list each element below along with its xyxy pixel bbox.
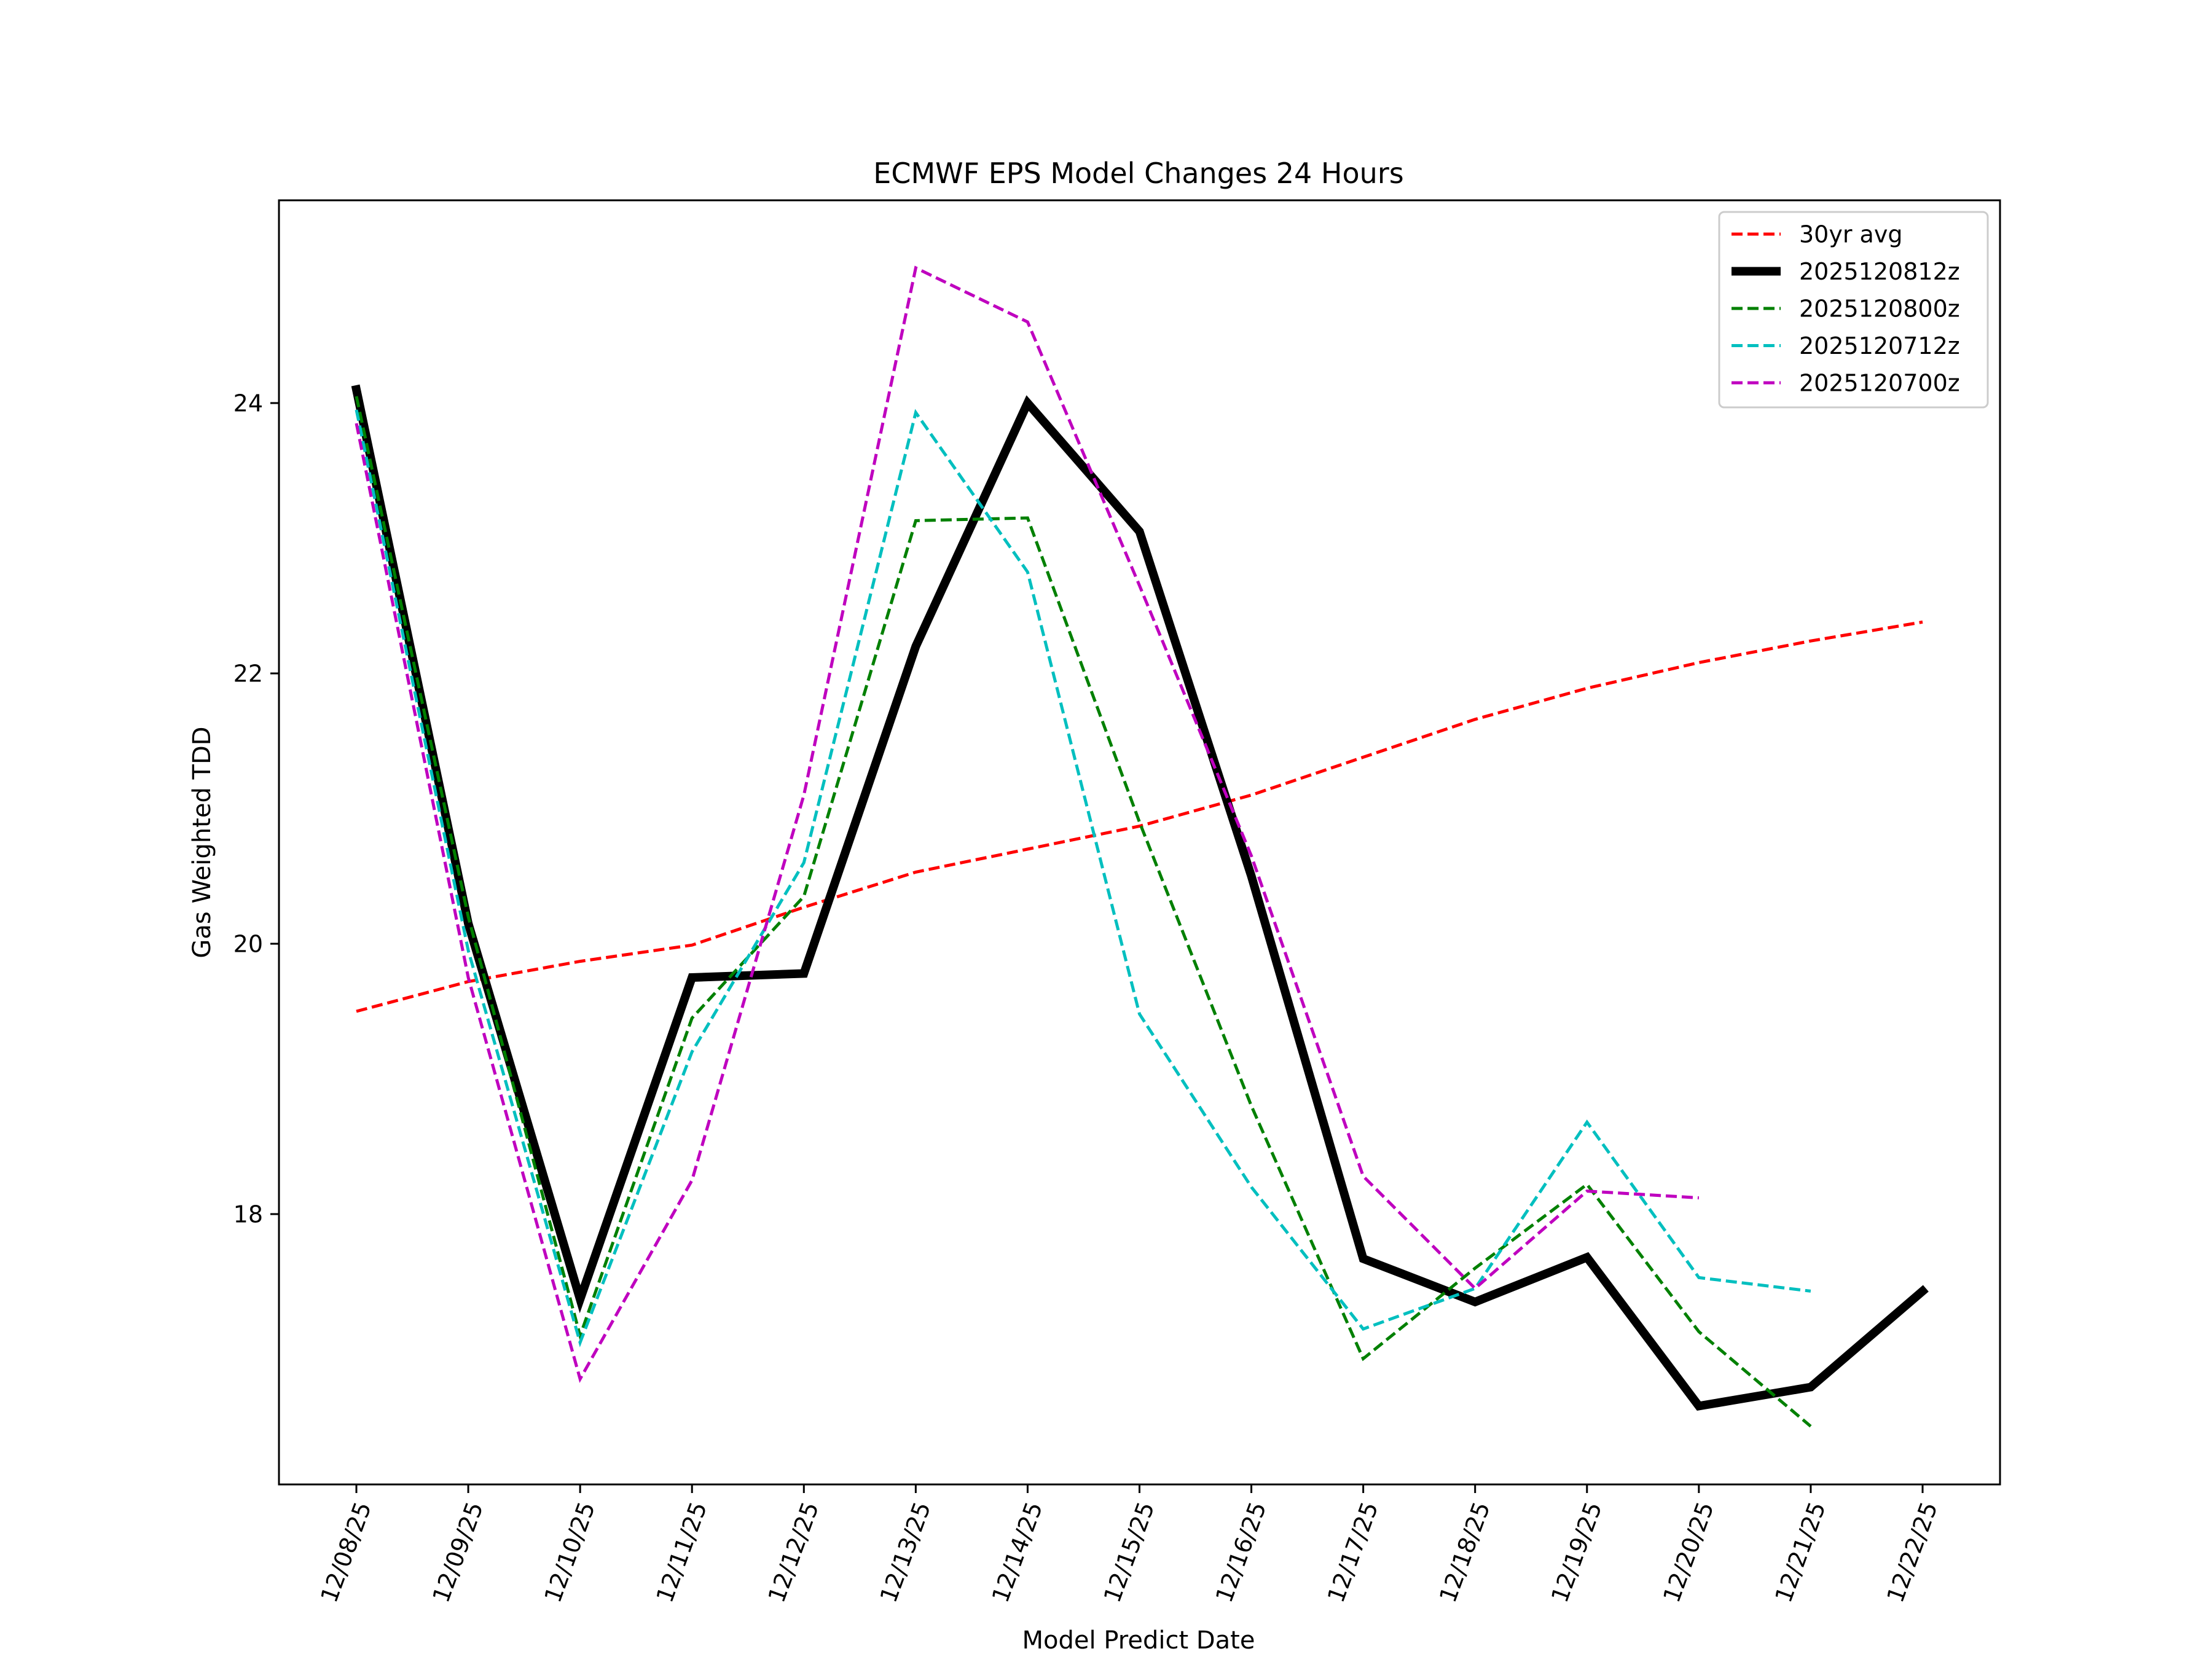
legend-box bbox=[1718, 211, 1989, 409]
y-tick-label: 20 bbox=[233, 930, 263, 957]
legend-entry-label: 2025120800z bbox=[1799, 295, 1960, 322]
series-line-2025120712z bbox=[355, 409, 1811, 1347]
legend-entry-label: 2025120712z bbox=[1799, 332, 1960, 359]
legend-entry-label: 2025120812z bbox=[1799, 258, 1960, 285]
y-tick-label: 22 bbox=[233, 660, 263, 687]
y-axis-label: Gas Weighted TDD bbox=[188, 726, 216, 958]
axes-frame bbox=[278, 199, 2001, 1486]
series-line-2025120800z bbox=[355, 396, 1812, 1428]
plot-area bbox=[351, 265, 1929, 1428]
series-line-2025120812z bbox=[351, 384, 1929, 1411]
legend-entry-label: 30yr avg bbox=[1799, 221, 1902, 248]
legend-entry-label: 2025120700z bbox=[1799, 369, 1960, 396]
chart-title: ECMWF EPS Model Changes 24 Hours bbox=[873, 157, 1403, 190]
x-axis-label: Model Predict Date bbox=[1022, 1626, 1255, 1655]
y-axis-ticks: 18 20 22 24 bbox=[233, 390, 279, 1228]
legend: 30yr avg 2025120812z 2025120800z 2025120712… bbox=[1718, 211, 1989, 409]
series-line-2025120700z bbox=[355, 265, 1700, 1383]
y-tick-label: 24 bbox=[233, 390, 263, 417]
series-line-30yr-avg bbox=[356, 620, 1923, 1013]
y-tick-label: 18 bbox=[233, 1201, 263, 1228]
